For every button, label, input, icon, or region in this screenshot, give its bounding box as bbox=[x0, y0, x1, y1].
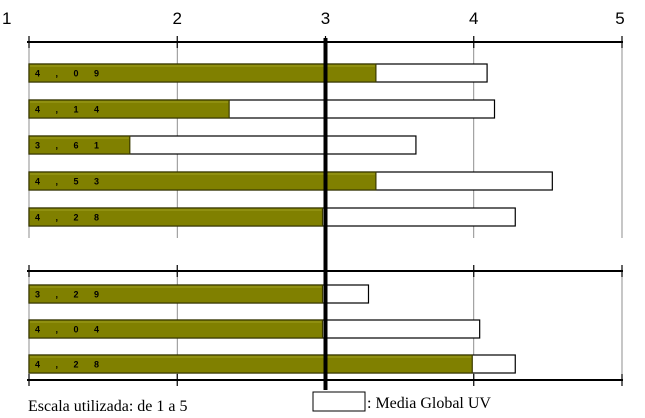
bar-fill-2-2 bbox=[28, 319, 324, 339]
x-tick-label: 5 bbox=[615, 9, 624, 28]
scale-note: Escala utilizada: de 1 a 5 bbox=[28, 398, 187, 415]
legend-label: : Media Global UV bbox=[367, 395, 491, 412]
x-tick-label: 4 bbox=[469, 9, 478, 28]
bar-value-label: 4 , 1 4 bbox=[35, 105, 106, 115]
x-tick-label: 2 bbox=[173, 9, 182, 28]
bar-fill-1-3 bbox=[28, 135, 131, 155]
bar-value-label: 4 , 0 9 bbox=[35, 69, 106, 79]
bar-fill-2-1 bbox=[28, 284, 324, 304]
bar-fill-1-2 bbox=[28, 99, 230, 119]
bars: 4 , 0 9 4 , 1 4 3 , 6 1 4 , 5 3 4 , 2 8 3 , 2… bbox=[28, 63, 553, 374]
bar-value-label: 4 , 2 8 bbox=[35, 360, 106, 370]
bar-value-label: 4 , 0 4 bbox=[35, 325, 106, 335]
bar-fill-1-4 bbox=[28, 171, 377, 191]
top-tick-labels: 1 2 3 4 5 bbox=[2, 9, 625, 28]
x-tick-label: 3 bbox=[321, 9, 330, 28]
bar-value-label: 4 , 5 3 bbox=[35, 177, 106, 187]
bar-fill-1-5 bbox=[28, 207, 324, 227]
bar-fill-2-3 bbox=[28, 354, 473, 374]
x-tick-label: 1 bbox=[2, 9, 11, 28]
bar-value-label: 3 , 2 9 bbox=[35, 290, 106, 300]
bar-value-label: 4 , 2 8 bbox=[35, 213, 106, 223]
legend-swatch bbox=[312, 391, 366, 412]
bar-value-label: 3 , 6 1 bbox=[35, 141, 106, 151]
bar-fill-1-1 bbox=[28, 63, 377, 83]
